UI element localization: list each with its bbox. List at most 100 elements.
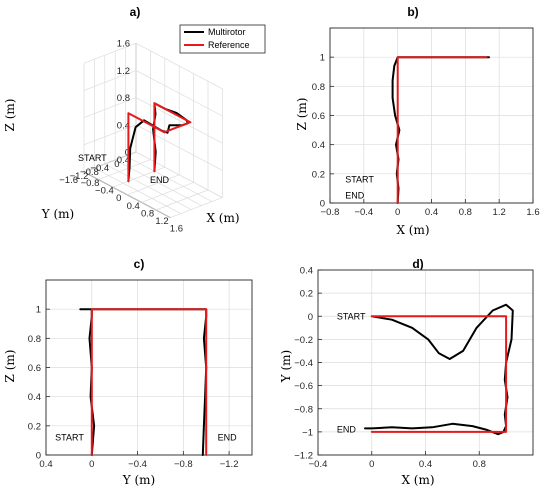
panel-a-z-gridline [83,151,137,173]
panel-c-annotation-start: START [55,433,84,443]
panel-a-z-tick-label: 0.4 [117,120,130,131]
panel-d-reference-line [370,315,508,433]
panel-d-x-tick-label: 0 [369,459,374,470]
panel-a-annotation-start: START [78,153,107,163]
panel-c-y-tick-label: 0.4 [28,392,41,403]
panel-c-x-tick-label: −1.2 [220,459,239,470]
panel-c-x-tick-label: −0.8 [174,459,193,470]
panel-b-reference-line [396,56,488,204]
panel-c-axes-box [45,279,253,456]
panel-a-z-gridline [83,97,137,118]
panel-c-y-tick-label: 0 [36,451,41,462]
panel-a-series [127,102,192,183]
panel-d-y-tick-label: −0.4 [294,358,313,369]
panel-b-axes-box [329,27,534,204]
panel-a-y-tick-label: 0.4 [117,155,130,166]
panel-a-x-tick-label: 1.2 [155,216,168,227]
panel-c-y-tick-label: 0.6 [28,363,41,374]
panel-a-z-tick-label: 0 [125,148,130,159]
panel-d-chart: d) −0.4 0 0.4 0.8 −1.2 −1 −0.8 −0.6 −0.4 −0.2 0 0.2… [279,257,534,487]
panel-d-y-tick-label: −1 [302,427,313,438]
panel-b-annotation-start: START [345,175,374,185]
panel-c-annotation-end: END [218,433,238,443]
panel-d-y-tick-label: −0.8 [294,404,313,415]
panel-a-floor-y-gridline [125,155,213,202]
panel-b-x-tick-label: −0.8 [321,207,340,218]
panel-c-xlabel: Y (m) [122,473,155,487]
panel-a-z-gridline [135,70,223,117]
panel-d-x-tick-label: −0.4 [309,459,328,470]
panel-d-axes-box [317,269,534,456]
panel-a-floor-y-gridline [104,163,192,210]
panel-a-annotation-end: END [150,175,170,185]
panel-d-y-tick-label: −1.2 [294,451,313,462]
panel-b-x-tick-label: −0.4 [354,207,373,218]
panel-a-zlabel: Z (m) [3,99,17,132]
panel-b-x-tick-label: 1.2 [493,207,506,218]
panel-d-y-tick-label: −0.2 [294,335,313,346]
panel-d-x-tick-label: 0.8 [473,459,486,470]
panel-a-floor-y-gridline [83,171,171,218]
panel-b-x-tick-label: 0.4 [425,207,438,218]
panel-c-x-tick-label: 0 [89,459,94,470]
panel-a-z-gridline [83,70,137,91]
panel-a-x-tick-label: 0.4 [127,201,140,212]
legend-reference-label: Reference [208,40,250,50]
panel-a-x-tick-label: 0.8 [141,208,154,219]
panel-a-reference-line [127,102,192,183]
panel-b-y-tick-label: 0.2 [312,169,325,180]
panel-a-z-gridline [135,42,223,90]
panel-a-y-tick-label: −1.2 [70,171,89,182]
panel-c-ylabel: Z (m) [3,350,17,383]
panel-b-annotation-end: END [345,191,365,201]
panel-a-ylabel: Y (m) [41,207,74,221]
panel-a-tick-labels: −0.8−0.400.40.81.21.60.40−0.4−0.8−1.2−1.… [59,39,183,235]
panel-a-floor-x-gridline [155,189,209,211]
panel-a-z-gridline [83,124,137,146]
panel-a-z-tick-label: 1.2 [117,66,130,77]
panel-d-title: d) [412,257,423,271]
panel-a-y-tick-label: −0.4 [90,163,109,174]
panel-a-3d-chart: a) −0.8−0.400.40.81.21.60.40−0.4−0.8−1.2… [3,5,266,235]
panel-d-x-tick-label: 0.4 [419,459,432,470]
legend-multirotor-label: Multirotor [208,27,246,37]
panel-a-z-gridline [135,151,223,198]
panel-b-y-tick-label: 1 [320,53,325,64]
panel-a-floor-x-gridline [98,159,151,180]
panel-a-floor-x-gridline [141,182,194,203]
panel-d-y-tick-label: 0.4 [300,266,313,277]
panel-a-floor-x-gridline [127,174,180,196]
panel-a-x-tick-label: 1.6 [170,224,183,235]
panel-a-z-gridline [83,42,137,64]
panel-c-x-tick-label: −0.4 [128,459,147,470]
panel-a-floor-y-gridline [94,167,181,214]
panel-a-z-gridline [135,124,223,171]
panel-d-ylabel: Y (m) [279,350,293,383]
panel-a-z-tick-label: 0.8 [117,93,130,104]
panel-a-floor-x-gridline [170,197,223,218]
panel-a-y-tick-label: −0.8 [80,167,99,178]
panel-b-x-tick-label: 1.6 [526,207,539,218]
panel-b-chart: b) −0.8 −0.4 0 0.4 0.8 1.2 1.6 0 0.2 0.4 0.6 0.8 1 ST… [295,5,540,237]
panel-d-xlabel: X (m) [401,473,434,487]
panel-d-annotation-start: START [337,311,366,321]
panel-c-y-tick-label: 0.2 [28,421,41,432]
panel-a-x-tick-label: −0.4 [95,186,114,197]
panel-a-z-tick-label: 1.6 [117,39,130,50]
panel-a-title: a) [130,5,141,19]
panel-d-y-tick-label: 0 [308,312,313,323]
panel-d-y-tick-label: −0.6 [294,381,313,392]
panel-b-ylabel: Z (m) [295,98,309,131]
panel-a-x-tick-label: −0.8 [81,178,100,189]
panel-a-x-tick-label: 0 [116,193,121,204]
panel-a-y-tick-label: 0 [114,159,119,170]
panel-b-x-tick-label: 0 [395,207,400,218]
panel-c-y-tick-label: 0.8 [28,334,41,345]
panel-c-reference-line [90,308,208,456]
panel-a-legend: Multirotor Reference [179,24,266,54]
panel-b-y-tick-label: 0.6 [312,111,325,122]
panel-a-floor-x-gridline [112,166,165,188]
panel-d-annotation-end: END [337,425,357,435]
